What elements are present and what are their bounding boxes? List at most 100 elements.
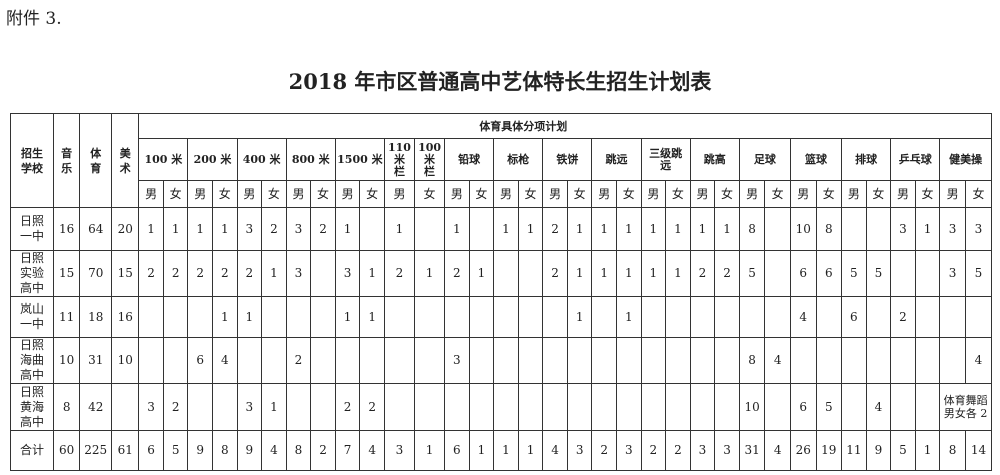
event-count	[640, 337, 667, 384]
event-count	[310, 296, 336, 338]
event-count: 3	[138, 383, 164, 431]
event-count	[138, 337, 164, 384]
event-count	[914, 296, 941, 338]
event-count: 2	[236, 250, 263, 297]
event-count: 4	[542, 430, 568, 471]
event-count: 6	[789, 383, 817, 431]
event-count	[865, 337, 892, 384]
sports-count: 225	[79, 430, 113, 471]
event-count	[665, 296, 691, 338]
table-row: 岚山 一中 11 18 16 1 1 1 1 1 1 4 6 2	[9, 296, 993, 338]
event-count: 11	[841, 430, 867, 471]
event-count	[914, 250, 941, 297]
header-event: 铅球	[444, 138, 495, 181]
event-count	[815, 337, 843, 384]
header-male: 男	[591, 180, 618, 208]
event-count	[764, 250, 791, 297]
event-count: 2	[890, 296, 916, 338]
event-count	[714, 337, 740, 384]
event-count	[865, 296, 892, 338]
event-count	[517, 383, 544, 431]
event-count	[310, 383, 336, 431]
event-count	[914, 383, 941, 431]
event-count	[383, 337, 416, 384]
header-female: 女	[359, 180, 385, 208]
event-count	[261, 337, 287, 384]
event-count: 3	[566, 430, 593, 471]
event-count: 2	[162, 250, 189, 297]
event-count	[939, 337, 966, 384]
attachment-label: 附件 3.	[6, 9, 62, 29]
event-count: 8	[738, 207, 766, 251]
event-count	[187, 383, 213, 431]
event-count: 4	[261, 430, 287, 471]
event-count: 9	[865, 430, 892, 471]
event-count: 1	[714, 207, 740, 251]
header-male: 男	[236, 180, 263, 208]
event-count	[285, 296, 312, 338]
event-count	[517, 296, 544, 338]
header-male: 男	[640, 180, 667, 208]
event-count	[187, 296, 213, 338]
sports-count: 18	[79, 296, 113, 338]
header-male: 男	[738, 180, 766, 208]
event-count: 1	[640, 207, 667, 251]
art-count: 15	[111, 250, 140, 297]
event-count: 4	[212, 337, 238, 384]
event-count: 4	[764, 337, 791, 384]
event-count: 1	[493, 207, 519, 251]
event-count: 1	[517, 430, 544, 471]
event-count	[764, 383, 791, 431]
header-event: 乒乓球	[890, 138, 941, 181]
event-count	[542, 296, 568, 338]
event-count	[789, 337, 817, 384]
event-count: 9	[236, 430, 263, 471]
event-count	[914, 337, 941, 384]
event-count: 1	[212, 207, 238, 251]
school-name: 日照 实验 高中	[9, 250, 55, 297]
event-count: 6	[187, 337, 213, 384]
event-count	[162, 337, 189, 384]
event-count: 1	[591, 250, 618, 297]
event-count: 1	[212, 296, 238, 338]
event-count: 3	[383, 430, 416, 471]
music-count: 10	[53, 337, 81, 384]
event-count	[359, 337, 385, 384]
music-count: 11	[53, 296, 81, 338]
art-count: 20	[111, 207, 140, 251]
header-event: 篮球	[789, 138, 843, 181]
event-count: 6	[138, 430, 164, 471]
header-male: 男	[138, 180, 164, 208]
header-female: 女	[714, 180, 740, 208]
event-count: 1	[640, 250, 667, 297]
event-count	[890, 337, 916, 384]
header-female: 女	[865, 180, 892, 208]
event-count: 3	[939, 207, 966, 251]
event-count	[714, 383, 740, 431]
header-male: 男	[493, 180, 519, 208]
event-count	[890, 250, 916, 297]
event-count	[162, 296, 189, 338]
header-event: 标枪	[493, 138, 544, 181]
event-count	[517, 250, 544, 297]
event-count	[468, 337, 495, 384]
header-female: 女	[162, 180, 189, 208]
event-count: 4	[764, 430, 791, 471]
header-male: 男	[939, 180, 966, 208]
event-count	[542, 383, 568, 431]
event-count: 5	[815, 383, 843, 431]
event-count: 2	[383, 250, 416, 297]
header-event: 跳远	[591, 138, 642, 181]
event-count: 2	[162, 383, 189, 431]
event-count: 2	[689, 250, 716, 297]
event-count: 1	[162, 207, 189, 251]
header-male: 男	[841, 180, 867, 208]
event-count	[310, 337, 336, 384]
enrollment-plan-table: 招生 学校音 乐体 育美 术体育具体分项计划 100 米 200 米 400 米 800…	[9, 113, 993, 471]
event-count: 1	[261, 250, 287, 297]
event-count: 9	[187, 430, 213, 471]
event-count: 2	[138, 250, 164, 297]
event-count: 8	[285, 430, 312, 471]
event-count: 8	[738, 337, 766, 384]
event-count: 1	[914, 207, 941, 251]
